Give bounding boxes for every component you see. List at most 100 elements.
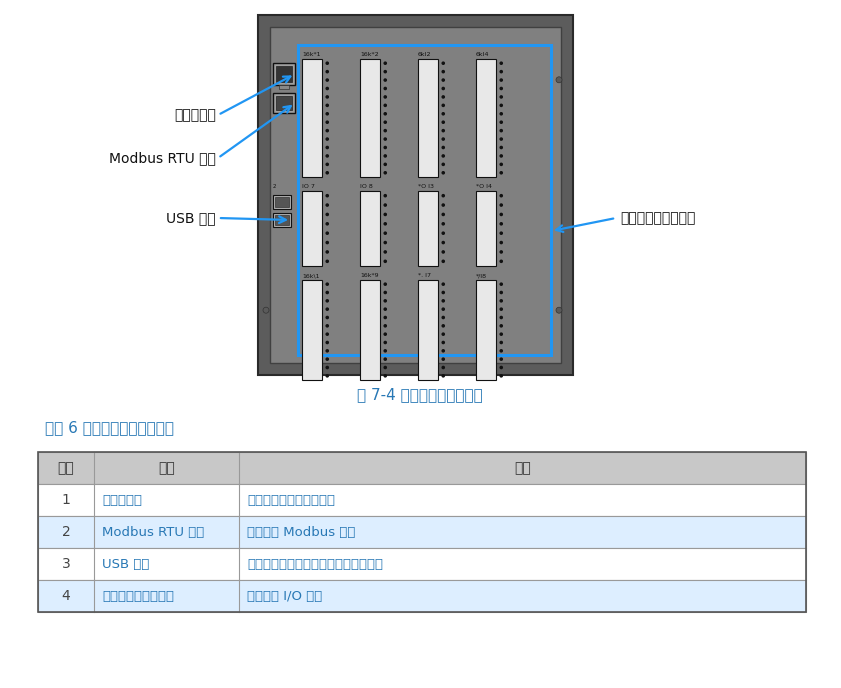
Circle shape: [442, 213, 445, 216]
Bar: [273, 195, 291, 209]
Circle shape: [442, 324, 445, 327]
Circle shape: [325, 138, 329, 141]
Text: IO 7: IO 7: [302, 184, 315, 189]
Circle shape: [383, 154, 387, 158]
Circle shape: [442, 332, 445, 336]
Text: 表格 6 控制柜上面板接口说明: 表格 6 控制柜上面板接口说明: [45, 420, 174, 436]
Circle shape: [263, 308, 269, 313]
Circle shape: [325, 78, 329, 82]
Text: 6kI2: 6kI2: [418, 52, 431, 57]
Circle shape: [325, 194, 329, 197]
Circle shape: [383, 112, 387, 116]
Text: 1: 1: [61, 493, 71, 507]
Circle shape: [383, 129, 387, 133]
Text: IO 8: IO 8: [360, 184, 373, 189]
Bar: [418, 280, 438, 380]
Circle shape: [556, 77, 562, 83]
Bar: [360, 280, 380, 380]
Circle shape: [500, 316, 503, 319]
Circle shape: [442, 112, 445, 116]
Circle shape: [325, 213, 329, 216]
Circle shape: [325, 203, 329, 207]
Circle shape: [500, 146, 503, 149]
Text: *O I4: *O I4: [476, 184, 492, 189]
Bar: [38, 548, 806, 580]
Circle shape: [500, 87, 503, 90]
Text: 接口: 接口: [158, 461, 175, 475]
Circle shape: [325, 291, 329, 294]
Circle shape: [442, 129, 445, 133]
Circle shape: [500, 154, 503, 158]
Circle shape: [442, 162, 445, 166]
Circle shape: [500, 70, 503, 74]
Circle shape: [325, 324, 329, 327]
Circle shape: [383, 171, 387, 175]
Circle shape: [383, 78, 387, 82]
Bar: [38, 580, 806, 612]
Circle shape: [442, 316, 445, 319]
Circle shape: [325, 349, 329, 353]
Circle shape: [442, 241, 445, 244]
Text: *O I3: *O I3: [418, 184, 434, 189]
Circle shape: [383, 213, 387, 216]
Circle shape: [383, 70, 387, 74]
Circle shape: [442, 349, 445, 353]
Circle shape: [500, 138, 503, 141]
Circle shape: [442, 70, 445, 74]
Bar: [302, 191, 322, 266]
Circle shape: [500, 95, 503, 99]
Text: USB 接口: USB 接口: [102, 557, 150, 570]
Circle shape: [383, 87, 387, 90]
Circle shape: [500, 324, 503, 327]
Circle shape: [325, 104, 329, 107]
Circle shape: [383, 95, 387, 99]
Circle shape: [325, 341, 329, 344]
Bar: [302, 59, 322, 177]
Circle shape: [325, 374, 329, 378]
Text: 以太网接口: 以太网接口: [102, 493, 142, 506]
Bar: [38, 516, 806, 548]
Bar: [302, 280, 322, 380]
Circle shape: [383, 259, 387, 263]
Circle shape: [442, 366, 445, 369]
Text: 2: 2: [61, 525, 71, 539]
Text: 序号: 序号: [58, 461, 74, 475]
Text: 16k*1: 16k*1: [302, 52, 320, 57]
Circle shape: [325, 61, 329, 65]
Text: 可用于更新软件，导入导出工程文件。: 可用于更新软件，导入导出工程文件。: [247, 557, 383, 570]
Circle shape: [325, 146, 329, 149]
Circle shape: [325, 357, 329, 361]
Bar: [38, 484, 806, 516]
Circle shape: [383, 291, 387, 294]
Circle shape: [325, 282, 329, 286]
Bar: [273, 93, 295, 113]
Circle shape: [383, 324, 387, 327]
Circle shape: [500, 374, 503, 378]
Circle shape: [442, 222, 445, 226]
Bar: [418, 191, 438, 266]
Circle shape: [325, 241, 329, 244]
Text: 4: 4: [61, 589, 71, 603]
Bar: [476, 191, 496, 266]
Circle shape: [442, 341, 445, 344]
Circle shape: [383, 250, 387, 254]
Circle shape: [383, 282, 387, 286]
Circle shape: [500, 341, 503, 344]
Circle shape: [442, 203, 445, 207]
Circle shape: [500, 194, 503, 197]
Circle shape: [442, 87, 445, 90]
Circle shape: [325, 87, 329, 90]
Circle shape: [383, 120, 387, 124]
Bar: [298, 45, 551, 355]
Circle shape: [442, 78, 445, 82]
Circle shape: [442, 120, 445, 124]
Circle shape: [383, 194, 387, 197]
Circle shape: [325, 231, 329, 235]
Text: 功能: 功能: [514, 461, 531, 475]
Circle shape: [325, 171, 329, 175]
Circle shape: [325, 70, 329, 74]
Circle shape: [325, 222, 329, 226]
Bar: [273, 213, 291, 227]
Circle shape: [442, 231, 445, 235]
Circle shape: [500, 203, 503, 207]
